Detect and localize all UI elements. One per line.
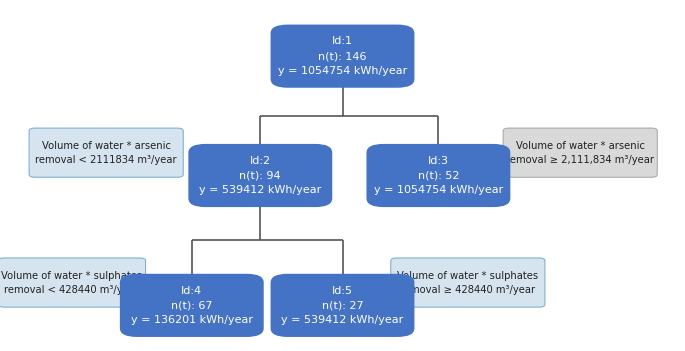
FancyBboxPatch shape (271, 25, 414, 88)
FancyBboxPatch shape (188, 144, 332, 207)
Text: Id:5
n(t): 27
y = 539412 kWh/year: Id:5 n(t): 27 y = 539412 kWh/year (282, 286, 403, 325)
Text: Volume of water * arsenic
removal < 2111834 m³/year: Volume of water * arsenic removal < 2111… (36, 141, 177, 165)
Text: Id:3
n(t): 52
y = 1054754 kWh/year: Id:3 n(t): 52 y = 1054754 kWh/year (374, 156, 503, 195)
Text: Id:2
n(t): 94
y = 539412 kWh/year: Id:2 n(t): 94 y = 539412 kWh/year (199, 156, 321, 195)
Text: Volume of water * sulphates
removal ≥ 428440 m³/year: Volume of water * sulphates removal ≥ 42… (397, 271, 538, 294)
Text: Id:1
n(t): 146
y = 1054754 kWh/year: Id:1 n(t): 146 y = 1054754 kWh/year (278, 37, 407, 76)
FancyBboxPatch shape (29, 128, 184, 177)
FancyBboxPatch shape (120, 274, 264, 337)
FancyBboxPatch shape (503, 128, 657, 177)
FancyBboxPatch shape (390, 258, 545, 307)
Text: Volume of water * sulphates
removal < 428440 m³/year: Volume of water * sulphates removal < 42… (1, 271, 142, 294)
FancyBboxPatch shape (271, 274, 414, 337)
FancyBboxPatch shape (0, 258, 145, 307)
Text: Volume of water * arsenic
removal ≥ 2,111,834 m³/year: Volume of water * arsenic removal ≥ 2,11… (506, 141, 654, 165)
FancyBboxPatch shape (366, 144, 510, 207)
Text: Id:4
n(t): 67
y = 136201 kWh/year: Id:4 n(t): 67 y = 136201 kWh/year (131, 286, 253, 325)
